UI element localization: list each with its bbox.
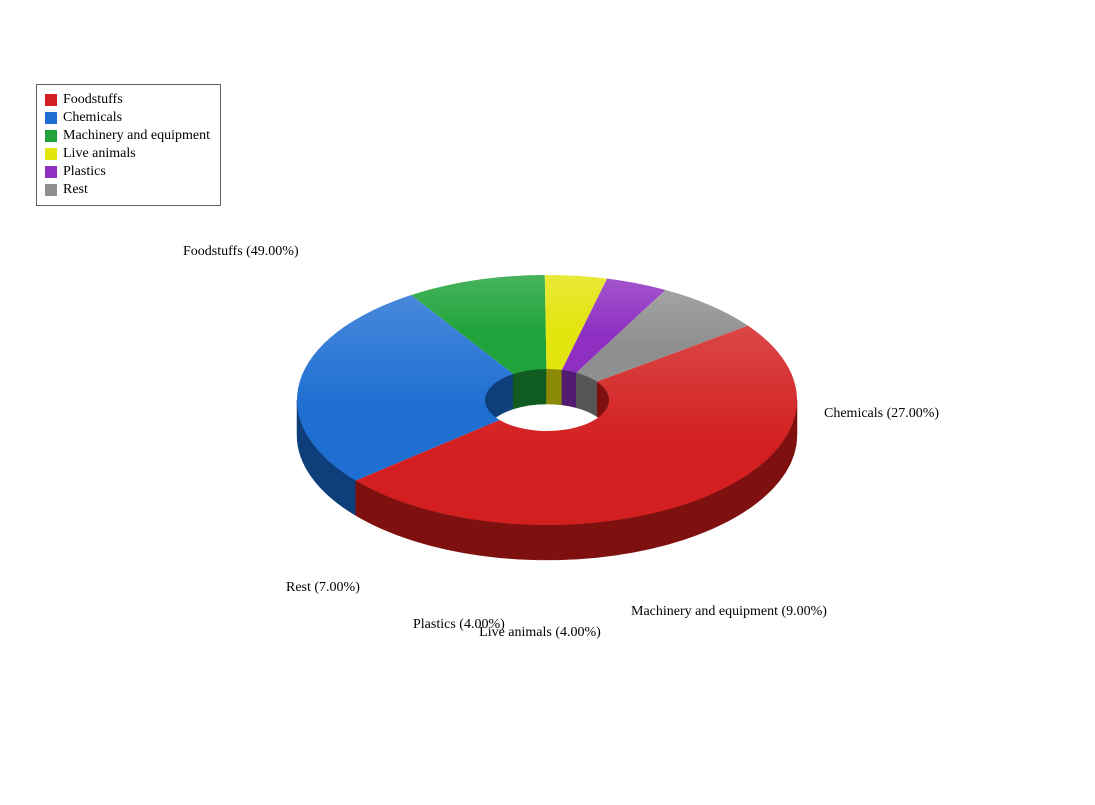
slice-label-chemicals: Chemicals (27.00%) xyxy=(824,406,939,422)
slice-innerside-liveanimals xyxy=(546,369,561,405)
legend-item-liveanimals: Live animals xyxy=(45,145,210,163)
slice-innerside-machinery xyxy=(513,369,546,409)
legend-swatch-liveanimals xyxy=(45,148,57,160)
legend: FoodstuffsChemicalsMachinery and equipme… xyxy=(36,84,221,206)
legend-swatch-plastics xyxy=(45,166,57,178)
legend-label-liveanimals: Live animals xyxy=(63,145,136,163)
legend-item-rest: Rest xyxy=(45,181,210,199)
legend-swatch-machinery xyxy=(45,130,57,142)
slice-label-foodstuffs: Foodstuffs (49.00%) xyxy=(183,244,299,260)
legend-item-foodstuffs: Foodstuffs xyxy=(45,91,210,109)
legend-label-chemicals: Chemicals xyxy=(63,109,122,127)
legend-swatch-rest xyxy=(45,184,57,196)
legend-item-chemicals: Chemicals xyxy=(45,109,210,127)
legend-label-foodstuffs: Foodstuffs xyxy=(63,91,123,109)
legend-label-machinery: Machinery and equipment xyxy=(63,127,210,145)
slice-label-rest: Rest (7.00%) xyxy=(286,580,360,596)
legend-swatch-chemicals xyxy=(45,112,57,124)
legend-swatch-foodstuffs xyxy=(45,94,57,106)
legend-label-plastics: Plastics xyxy=(63,163,106,181)
chart-canvas: { "chart": { "type": "donut-3d", "backgr… xyxy=(0,0,1095,805)
legend-item-plastics: Plastics xyxy=(45,163,210,181)
slice-innerside-plastics xyxy=(562,370,576,408)
slice-label-plastics: Plastics (4.00%) xyxy=(413,617,505,633)
slice-label-machinery: Machinery and equipment (9.00%) xyxy=(631,604,827,620)
legend-item-machinery: Machinery and equipment xyxy=(45,127,210,145)
legend-label-rest: Rest xyxy=(63,181,88,199)
